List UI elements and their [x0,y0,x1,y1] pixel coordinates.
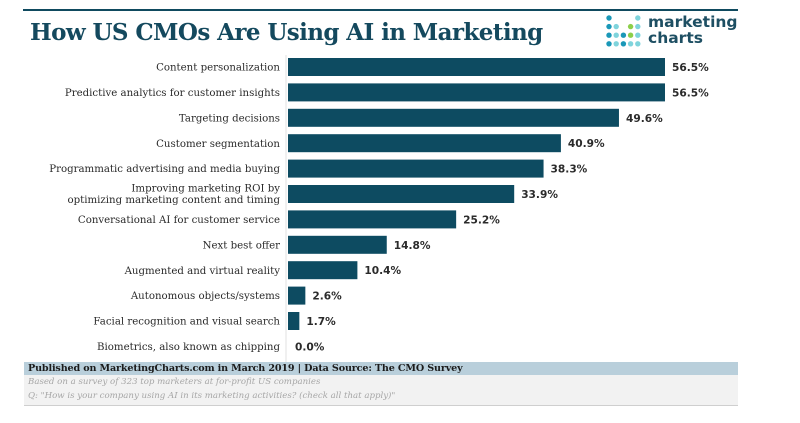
category-label: Customer segmentation [156,139,280,150]
bar [288,83,665,102]
category-label: Biometrics, also known as chipping [97,342,280,353]
value-label: 10.4% [364,265,401,277]
bar [288,185,515,203]
logo-dot [613,23,619,30]
bar [288,312,300,330]
logo-dot [606,23,612,30]
category-label: Facial recognition and visual search [93,317,280,328]
logo-dot [627,41,634,47]
marketingcharts-logo: marketing charts [606,14,741,52]
bar [288,235,387,254]
footer-note-survey: Based on a survey of 323 top marketers a… [28,377,321,387]
value-label: 40.9% [568,138,605,150]
bar [288,210,457,229]
chart-title: How US CMOs Are Using AI in Marketing [30,19,543,46]
value-label: 1.7% [306,316,336,328]
category-label: Next best offer [203,240,281,251]
logo-text: marketing charts [648,14,738,46]
value-label: 0.0% [295,341,325,353]
footer-source-band: Published on MarketingCharts.com in Marc… [24,362,738,375]
logo-dot [606,15,612,21]
value-label: 2.6% [312,291,342,303]
value-label: 38.3% [551,164,588,176]
logo-dot [606,41,612,47]
logo-dot [627,23,634,30]
value-label: 33.9% [521,189,558,201]
footer-note-question: Q: "How is your company using AI in its … [28,391,396,401]
category-label: Programmatic advertising and media buyin… [49,164,280,175]
logo-line-1: marketing [648,13,738,31]
footer-notes: Based on a survey of 323 top marketers a… [24,375,738,406]
value-label: 56.5% [672,87,709,99]
category-label: Improving marketing ROI by optimizing mar… [67,184,280,207]
value-label: 49.6% [626,113,663,125]
logo-dot [613,41,619,47]
dot-grid-logo-icon [606,15,641,47]
value-label: 56.5% [672,62,709,74]
bar [288,286,306,305]
category-label: Autonomous objects/systems [130,291,280,302]
logo-dot [635,41,641,47]
category-label: Targeting decisions [179,113,280,124]
bar [288,261,358,280]
logo-dot [635,15,641,21]
bar [288,159,544,178]
top-rule [23,9,738,11]
footer-published: Published on MarketingCharts.com in Marc… [28,363,463,374]
logo-dot [635,23,641,30]
logo-dot [627,32,634,38]
value-label: 25.2% [463,214,500,226]
value-label: 14.8% [394,240,431,252]
category-label: Predictive analytics for customer insigh… [65,88,280,99]
bar [288,134,561,153]
logo-dot [606,32,612,38]
bar-chart: Content personalization 56.5% Predictive a… [49,55,709,362]
bar [288,108,619,127]
logo-line-2: charts [648,29,703,47]
logo-dot [620,32,627,38]
category-label: Augmented and virtual reality [124,266,281,277]
category-label: Conversational AI for customer service [78,215,280,226]
category-label: Content personalization [156,63,280,74]
logo-dot [620,41,627,47]
logo-dot [635,32,641,38]
logo-dot [613,32,619,38]
bar [288,58,665,76]
